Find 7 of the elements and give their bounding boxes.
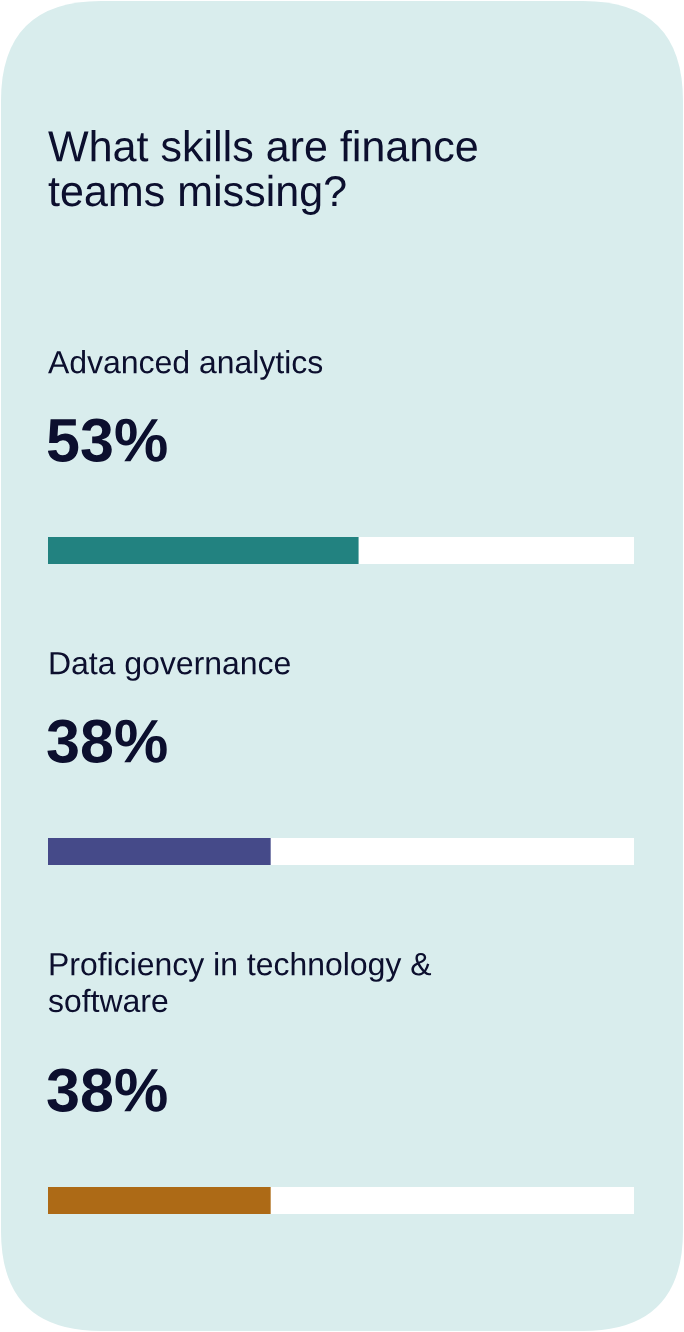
data-label: 38% (47, 1068, 167, 1112)
y-tick-label: Advanced analytics (48, 350, 323, 380)
data-label: 38% (47, 719, 167, 763)
data-label: 53% (47, 418, 167, 462)
y-tick-label: Data governance (50, 652, 290, 681)
y-tick-label: Proficiency in technology & software (48, 952, 432, 1013)
chart-title: What skills are finance teams missing? (48, 130, 477, 215)
